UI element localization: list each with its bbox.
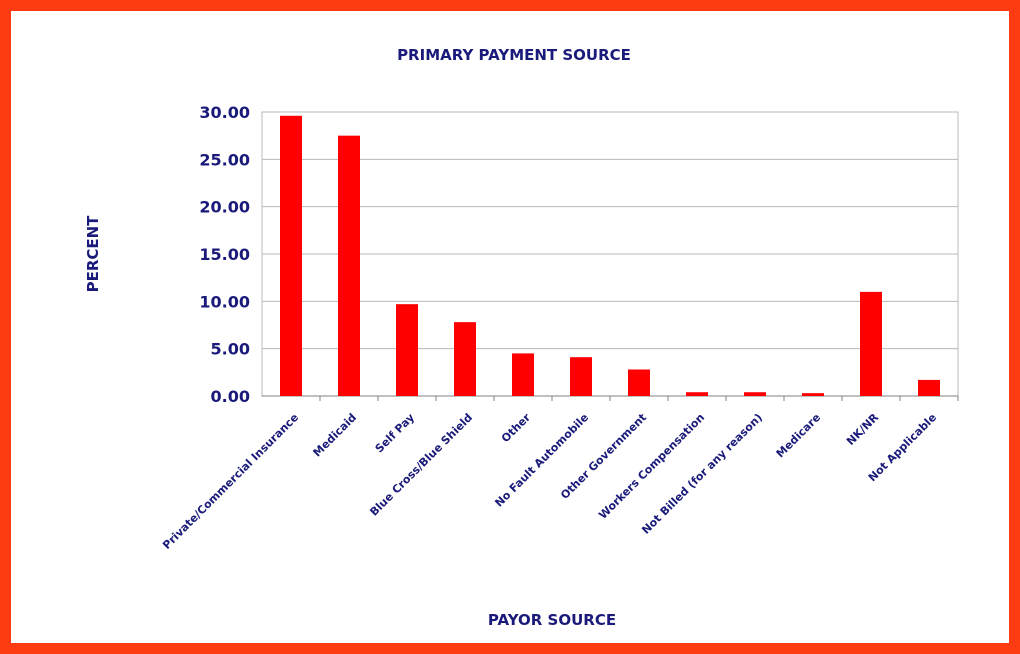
bar bbox=[454, 322, 476, 396]
y-tick-label: 20.00 bbox=[199, 198, 250, 217]
bar bbox=[802, 393, 824, 396]
x-tick-label: Medicaid bbox=[311, 411, 360, 460]
gridlines bbox=[261, 111, 959, 401]
y-tick-label: 0.00 bbox=[211, 387, 250, 406]
x-tick-label: Workers Compensation bbox=[596, 411, 707, 522]
bar bbox=[686, 392, 708, 396]
y-tick-label: 5.00 bbox=[211, 340, 250, 359]
x-tick-label: Private/Commercial Insurance bbox=[160, 411, 301, 552]
x-tick-label: Not Billed (for any reason) bbox=[639, 411, 765, 537]
bar bbox=[338, 135, 360, 396]
chart-title: PRIMARY PAYMENT SOURCE bbox=[397, 46, 631, 64]
y-tick-label: 30.00 bbox=[199, 103, 250, 122]
bars bbox=[280, 115, 940, 396]
bar bbox=[280, 115, 302, 396]
x-axis-label: PAYOR SOURCE bbox=[488, 611, 616, 629]
x-tick-labels: Private/Commercial Insurance Medicaid Self… bbox=[160, 411, 939, 552]
x-tick-label: No Fault Automobile bbox=[492, 411, 591, 510]
bar bbox=[512, 353, 534, 396]
y-axis-label: PERCENT bbox=[84, 215, 102, 293]
bar bbox=[570, 357, 592, 396]
y-tick-labels: 0.00 5.00 10.00 15.00 20.00 25.00 30.00 bbox=[199, 103, 250, 406]
bar bbox=[860, 291, 882, 396]
y-tick-label: 10.00 bbox=[199, 292, 250, 311]
x-tick-label: Other bbox=[499, 411, 534, 446]
bar bbox=[628, 369, 650, 396]
x-tick-label: NK/NR bbox=[844, 411, 881, 448]
x-tick-label: Blue Cross/Blue Shield bbox=[367, 411, 475, 519]
bar bbox=[744, 392, 766, 396]
bar bbox=[918, 379, 940, 396]
x-tick-label: Medicare bbox=[774, 411, 823, 460]
y-tick-label: 15.00 bbox=[199, 245, 250, 264]
y-tick-label: 25.00 bbox=[199, 150, 250, 169]
x-tick-label: Self Pay bbox=[373, 411, 417, 455]
bar bbox=[396, 304, 418, 396]
